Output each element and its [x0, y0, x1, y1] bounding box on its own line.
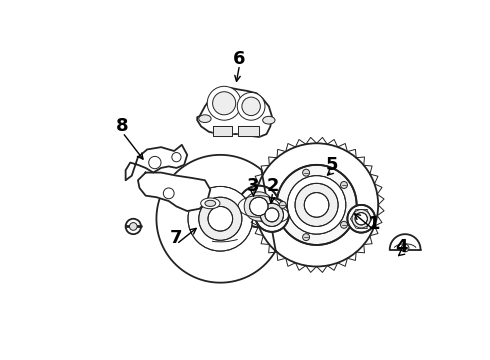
Circle shape — [226, 84, 280, 138]
Ellipse shape — [201, 198, 220, 209]
Circle shape — [276, 165, 357, 245]
Ellipse shape — [199, 115, 211, 122]
Circle shape — [249, 137, 384, 273]
Circle shape — [197, 78, 259, 139]
Circle shape — [188, 186, 253, 251]
Polygon shape — [213, 126, 232, 136]
Circle shape — [199, 197, 242, 240]
Circle shape — [249, 197, 268, 216]
Circle shape — [401, 244, 409, 252]
Circle shape — [303, 169, 310, 176]
Circle shape — [207, 86, 241, 120]
Text: 3: 3 — [247, 177, 260, 195]
Polygon shape — [156, 155, 276, 283]
Text: 7: 7 — [170, 229, 183, 247]
Polygon shape — [238, 126, 259, 136]
Circle shape — [347, 205, 375, 233]
Circle shape — [125, 219, 141, 234]
Text: 1: 1 — [368, 215, 381, 233]
Text: 8: 8 — [116, 117, 129, 135]
Circle shape — [255, 198, 289, 232]
Polygon shape — [125, 145, 187, 180]
Text: 4: 4 — [395, 238, 408, 256]
Circle shape — [213, 92, 236, 115]
Text: 6: 6 — [233, 50, 246, 68]
Circle shape — [341, 181, 347, 188]
Polygon shape — [138, 172, 210, 211]
Ellipse shape — [205, 200, 216, 206]
Text: 5: 5 — [326, 156, 338, 174]
Circle shape — [129, 222, 137, 230]
Circle shape — [287, 176, 346, 234]
Circle shape — [260, 203, 283, 226]
Ellipse shape — [263, 116, 275, 124]
Circle shape — [304, 193, 329, 217]
Circle shape — [149, 156, 161, 169]
Circle shape — [242, 97, 260, 116]
Circle shape — [244, 192, 273, 221]
Circle shape — [341, 221, 347, 228]
Circle shape — [163, 188, 174, 199]
Circle shape — [279, 202, 286, 208]
Circle shape — [172, 153, 181, 162]
Polygon shape — [197, 88, 272, 137]
Text: 2: 2 — [267, 177, 279, 195]
Circle shape — [355, 213, 368, 225]
Circle shape — [208, 206, 233, 231]
Circle shape — [238, 186, 280, 227]
Circle shape — [237, 93, 265, 120]
Polygon shape — [390, 234, 420, 249]
Circle shape — [295, 183, 338, 226]
Circle shape — [265, 208, 279, 222]
Circle shape — [303, 234, 310, 240]
Circle shape — [352, 210, 370, 228]
